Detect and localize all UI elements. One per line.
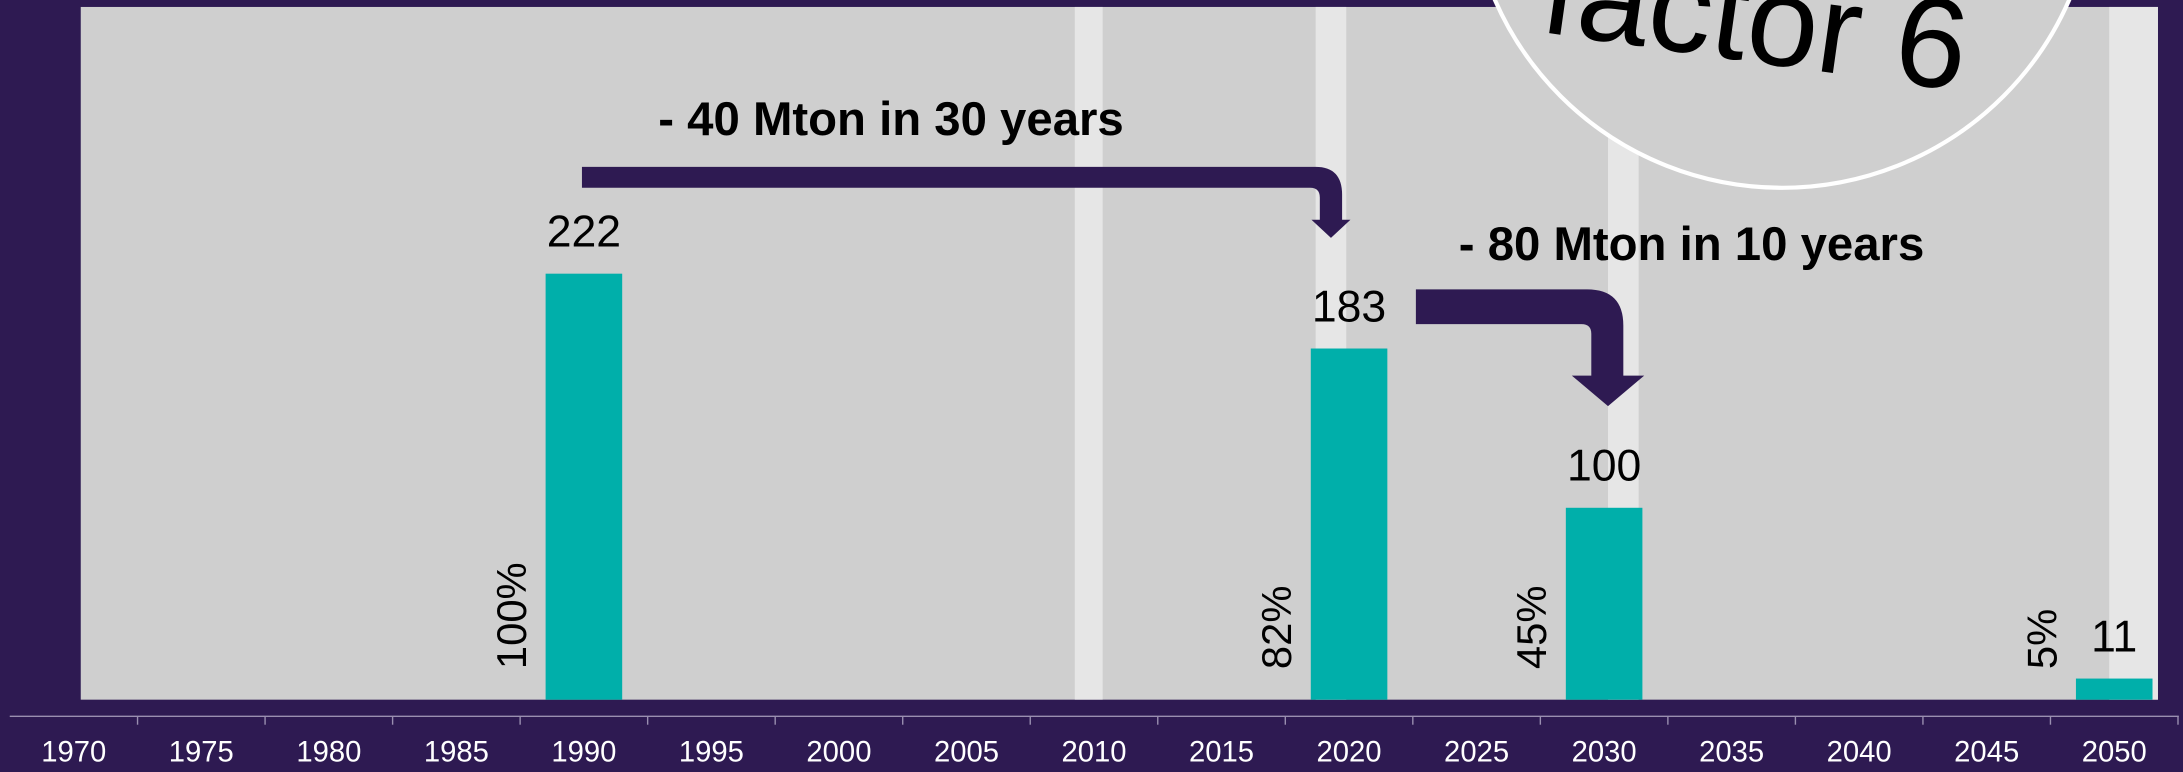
value-label: 183: [1312, 282, 1386, 331]
x-axis-labels: 1970 1975 1980 1985 1990 1995 2000 2005 2010 2015…: [41, 716, 2179, 769]
stripe: [2109, 6, 2158, 700]
x-tick-label: 1980: [296, 737, 361, 769]
bar: [2075, 678, 2153, 700]
x-tick-label: 1990: [551, 737, 616, 769]
annotation: - 80 Mton in 10 years: [1459, 218, 1924, 271]
share-label: 5%: [2018, 609, 2065, 669]
x-tick-label: 2000: [806, 737, 871, 769]
x-tick-label: 2040: [1827, 737, 1892, 769]
x-tick-label: 1995: [679, 737, 744, 769]
x-tick-label: 2025: [1444, 737, 1509, 769]
x-tick-label: 2035: [1699, 737, 1764, 769]
annotation: - 40 Mton in 30 years: [658, 93, 1123, 146]
x-tick-label: 2050: [2082, 737, 2147, 769]
x-tick-label: 1985: [424, 737, 489, 769]
value-label: 11: [2091, 612, 2137, 661]
x-tick-label: 2005: [934, 737, 999, 769]
x-tick-label: 2030: [1572, 737, 1637, 769]
x-tick-label: 1975: [169, 737, 234, 769]
bar: [1565, 507, 1643, 700]
x-tick-label: 2015: [1189, 737, 1254, 769]
share-label: 100%: [488, 562, 535, 669]
x-tick-label: 1970: [41, 737, 106, 769]
x-tick-label: 2020: [1317, 737, 1382, 769]
bar: [1310, 348, 1388, 700]
factor-circle: [1492, 0, 2072, 190]
bar: [545, 273, 623, 700]
x-tick-label: 2045: [1954, 737, 2019, 769]
arrow: [581, 166, 1351, 238]
value-label: 100: [1567, 442, 1641, 491]
value-label: 222: [547, 208, 621, 257]
share-label: 45%: [1508, 586, 1555, 669]
arrow: [1415, 289, 1645, 407]
x-tick-label: 2010: [1061, 737, 1126, 769]
bars: 222 100% 183 82% 100 45% 11 5%: [488, 208, 2153, 700]
share-label: 82%: [1253, 586, 1300, 669]
stripe: [1074, 6, 1103, 700]
